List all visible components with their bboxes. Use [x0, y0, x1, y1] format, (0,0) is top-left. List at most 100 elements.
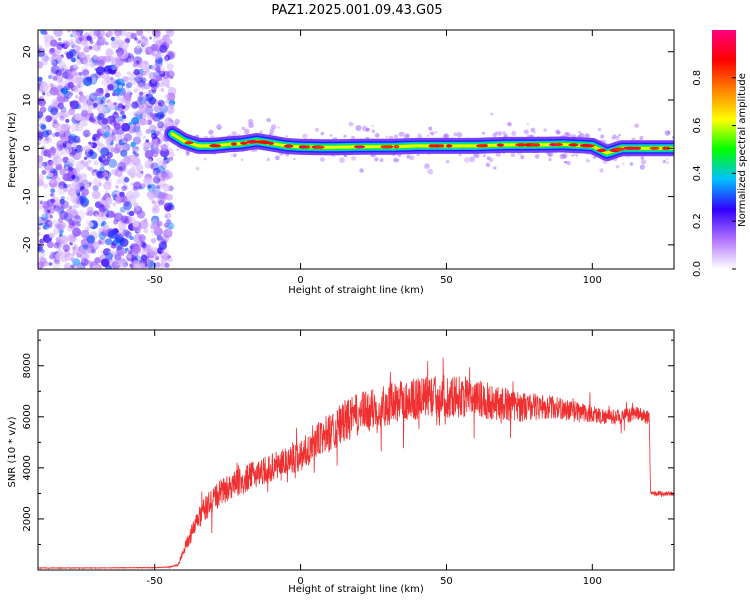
noise-blob [136, 109, 142, 115]
ridge-halo [485, 162, 491, 168]
noise-blob [105, 197, 113, 205]
noise-blob [97, 59, 105, 68]
ridge-halo [666, 161, 669, 165]
noise-blob [38, 137, 43, 143]
noise-blob [133, 181, 142, 190]
ridge-halo [230, 154, 233, 157]
noise-blob [123, 218, 130, 225]
noise-blob [38, 111, 44, 119]
noise-blob [130, 55, 136, 61]
noise-blob [112, 202, 117, 207]
noise-blob [146, 249, 155, 258]
noise-blob [136, 171, 144, 179]
noise-blob [142, 142, 151, 152]
noise-blob [155, 256, 160, 261]
ridge-halo [277, 126, 280, 129]
noise-blob [117, 161, 127, 171]
noise-blob [167, 109, 173, 115]
noise-blob [105, 92, 110, 98]
ridge-halo [543, 128, 547, 133]
noise-blob [162, 183, 171, 192]
noise-blob [71, 179, 80, 188]
noise-blob [108, 158, 118, 168]
noise-blob [96, 38, 105, 46]
noise-blob [73, 215, 82, 224]
y-tick-label: -20 [22, 237, 33, 253]
noise-blob [151, 150, 159, 158]
noise-blob [140, 249, 149, 257]
noise-blob [144, 30, 152, 34]
noise-blob [126, 71, 131, 76]
noise-blob [66, 196, 70, 201]
noise-blob [131, 101, 139, 109]
noise-blob [157, 139, 163, 144]
noise-blob [41, 220, 45, 224]
noise-blob [112, 92, 117, 97]
noise-blob [116, 179, 122, 185]
noise-blob [150, 220, 157, 227]
noise-blob [78, 71, 82, 76]
noise-blob [66, 30, 71, 33]
noise-blob [123, 167, 129, 173]
ridge-halo [203, 157, 207, 161]
noise-blob [52, 119, 58, 124]
noise-blob [95, 214, 99, 218]
noise-blob [136, 206, 140, 211]
ridge-peak [260, 140, 271, 145]
noise-blob [159, 126, 163, 130]
noise-blob [55, 146, 60, 151]
ridge-halo [445, 159, 450, 164]
noise-blob [136, 44, 141, 49]
noise-blob [145, 128, 151, 134]
noise-blob [50, 158, 59, 166]
noise-blob [161, 255, 165, 260]
noise-blob [53, 242, 60, 249]
noise-blob [157, 125, 163, 131]
ridge-halo [456, 132, 463, 138]
noise-blob [127, 170, 133, 176]
noise-blob [150, 189, 160, 199]
noise-blob [49, 178, 55, 184]
noise-blob [117, 51, 123, 58]
noise-blob [124, 101, 131, 108]
noise-blob [165, 171, 173, 180]
noise-blob [52, 52, 56, 57]
noise-blob [55, 236, 61, 242]
noise-blob [58, 31, 63, 36]
snr-plot-area [38, 357, 674, 570]
noise-blob [166, 84, 170, 89]
noise-blob [118, 221, 127, 230]
ridge-halo [259, 130, 263, 134]
noise-blob [89, 92, 98, 102]
noise-blob [38, 216, 42, 224]
noise-blob [80, 103, 90, 113]
noise-blob [166, 92, 176, 101]
ridge-halo [611, 136, 616, 141]
noise-blob [165, 30, 173, 34]
noise-blob [90, 142, 97, 149]
noise-blob [57, 223, 65, 231]
noise-blob [109, 64, 115, 70]
noise-blob [63, 187, 68, 192]
noise-blob [121, 122, 131, 132]
noise-blob [68, 191, 75, 198]
noise-blob [167, 222, 175, 230]
noise-blob [145, 46, 154, 55]
noise-blob [105, 238, 113, 246]
noise-blob [86, 220, 90, 224]
noise-blob [59, 210, 69, 220]
noise-blob [121, 138, 127, 144]
noise-blob [90, 63, 95, 68]
noise-blob [83, 102, 88, 107]
noise-blob [75, 104, 82, 110]
noise-blob [161, 172, 170, 181]
noise-blob [86, 166, 91, 171]
ridge-peak [284, 144, 293, 148]
ridge-halo [578, 130, 582, 134]
ridge-halo [427, 168, 434, 175]
noise-blob [132, 128, 136, 133]
ridge-halo [302, 133, 308, 139]
ridge-halo [530, 127, 536, 133]
noise-blob [106, 101, 115, 109]
noise-blob [164, 117, 174, 127]
